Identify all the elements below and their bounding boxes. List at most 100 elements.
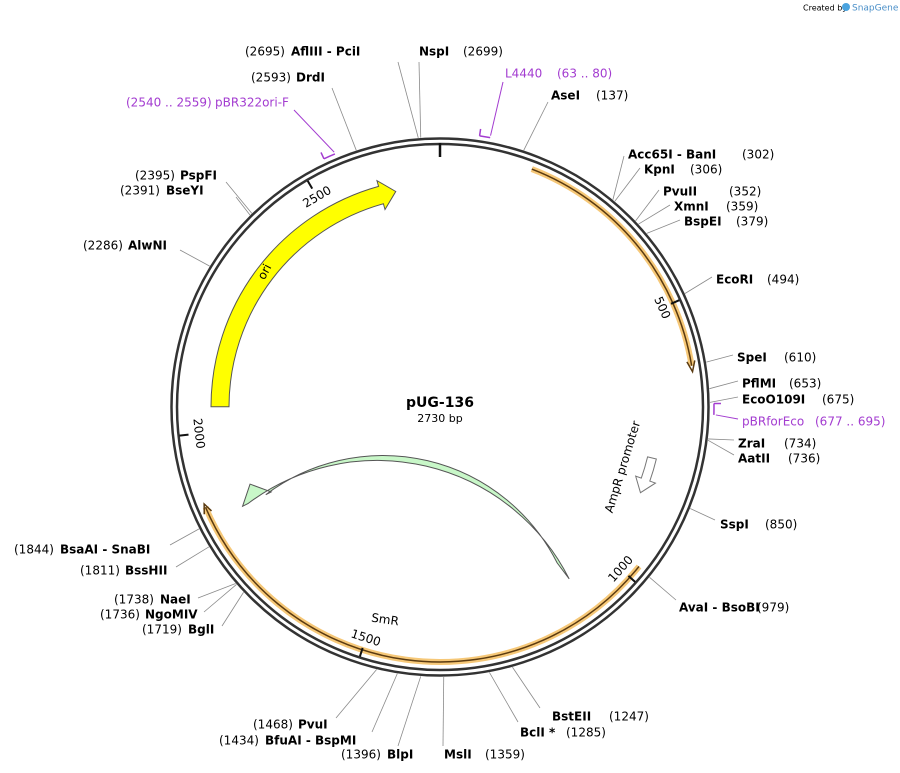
- site-position: (734): [784, 437, 816, 451]
- site-position: (359): [726, 200, 758, 214]
- site-position: (850): [765, 518, 797, 532]
- tick-label: 1000: [605, 553, 636, 585]
- site-position: (675): [822, 393, 854, 407]
- site-name: EcoO109I: [742, 393, 805, 407]
- site-name: PspFI: [180, 169, 217, 183]
- site-name: MslI: [444, 748, 472, 762]
- orange-feature: [204, 506, 640, 663]
- site-position: (1736): [100, 608, 140, 622]
- site-leader: [235, 196, 251, 216]
- tick-mark: [670, 299, 680, 305]
- smr-arrow: [241, 455, 570, 580]
- ori-arrow: [210, 179, 397, 408]
- primer-range: (677 .. 695): [815, 415, 885, 429]
- site-position: (306): [690, 163, 722, 177]
- site-leader: [614, 167, 641, 202]
- site-position: (1285): [566, 726, 606, 740]
- orange-feature-glow: [530, 166, 695, 367]
- site-position: (1434): [219, 734, 259, 748]
- site-name: Acc65I - BanI: [628, 148, 716, 162]
- primer-range: (63 .. 80): [557, 67, 612, 81]
- tick-mark: [358, 647, 364, 657]
- site-position: (1719): [142, 623, 182, 637]
- site-leader: [397, 676, 422, 747]
- site-position: (302): [742, 148, 774, 162]
- site-name: AlwNI: [128, 239, 167, 253]
- site-leader: [709, 396, 739, 403]
- site-leader: [612, 155, 625, 200]
- site-position: (2286): [83, 239, 123, 253]
- primer-name: pBRforEco: [742, 415, 804, 429]
- feature-label: ori: [255, 262, 275, 282]
- feature-label: SmR: [370, 611, 399, 629]
- plasmid-size: 2730 bp: [417, 412, 462, 425]
- primer-leader: [490, 81, 504, 136]
- site-leader: [175, 546, 210, 568]
- site-name: BspEI: [684, 215, 722, 229]
- site-name: PvuII: [663, 185, 697, 199]
- site-position: (2593): [251, 71, 291, 85]
- site-name: BclI *: [520, 726, 556, 740]
- site-leader: [706, 354, 734, 363]
- primer-leader: [293, 109, 335, 153]
- site-name: BlpI: [387, 748, 413, 762]
- site-position: (1844): [14, 543, 54, 557]
- site-leader: [523, 101, 549, 151]
- site-leader: [197, 583, 236, 599]
- site-name: AflIII - PciI: [291, 45, 360, 59]
- site-leader: [635, 189, 660, 222]
- site-name: BssHII: [125, 564, 167, 578]
- site-name: DrdI: [296, 71, 325, 85]
- site-leader: [221, 592, 244, 627]
- credit: Created by: [803, 4, 847, 13]
- site-name: BseYI: [166, 184, 204, 198]
- site-name: BstEII: [552, 710, 591, 724]
- site-position: (379): [736, 215, 768, 229]
- site-leader: [690, 508, 716, 521]
- tick-mark: [179, 433, 189, 437]
- site-position: (653): [789, 377, 821, 391]
- primer-name: L4440: [505, 67, 542, 81]
- site-position: (2699): [463, 45, 503, 59]
- site-leader: [225, 181, 253, 214]
- site-name: NgoMIV: [145, 608, 198, 622]
- site-name: AvaI - BsoBI: [679, 601, 760, 615]
- site-position: (2391): [120, 184, 160, 198]
- site-leader: [371, 673, 398, 733]
- site-position: (610): [784, 351, 816, 365]
- site-position: (352): [729, 185, 761, 199]
- site-leader: [335, 669, 377, 719]
- primer-range: (2540 .. 2559): [126, 96, 212, 110]
- site-leader: [179, 249, 210, 267]
- site-name: NspI: [419, 45, 449, 59]
- site-position: (2395): [135, 169, 175, 183]
- tick-mark: [627, 575, 636, 583]
- tick-mark: [306, 180, 314, 190]
- site-leader: [442, 676, 445, 747]
- primer-mark: [713, 402, 721, 415]
- primer-mark: [478, 128, 491, 139]
- site-name: PvuI: [298, 718, 328, 732]
- site-name: SpeI: [737, 351, 767, 365]
- site-leader: [638, 204, 671, 225]
- site-name: NaeI: [160, 593, 191, 607]
- orange-feature-head: [686, 360, 696, 374]
- site-name: AseI: [551, 89, 580, 103]
- primer-mark: [320, 152, 336, 160]
- site-position: (736): [788, 452, 820, 466]
- brand-icon: [842, 3, 850, 11]
- tick-label: 2000: [190, 418, 207, 450]
- primer-name: pBR322ori-F: [215, 96, 289, 110]
- site-leader: [397, 61, 419, 138]
- promoter-arrow: [634, 456, 657, 494]
- site-leader: [331, 87, 357, 151]
- orange-feature-head: [203, 502, 213, 515]
- site-leader: [418, 61, 422, 138]
- site-leader: [684, 276, 713, 294]
- site-position: (494): [767, 273, 799, 287]
- site-name: KpnI: [644, 163, 675, 177]
- site-position: (1359): [485, 748, 525, 762]
- brand: SnapGene: [852, 4, 899, 14]
- site-position: (979): [757, 601, 789, 615]
